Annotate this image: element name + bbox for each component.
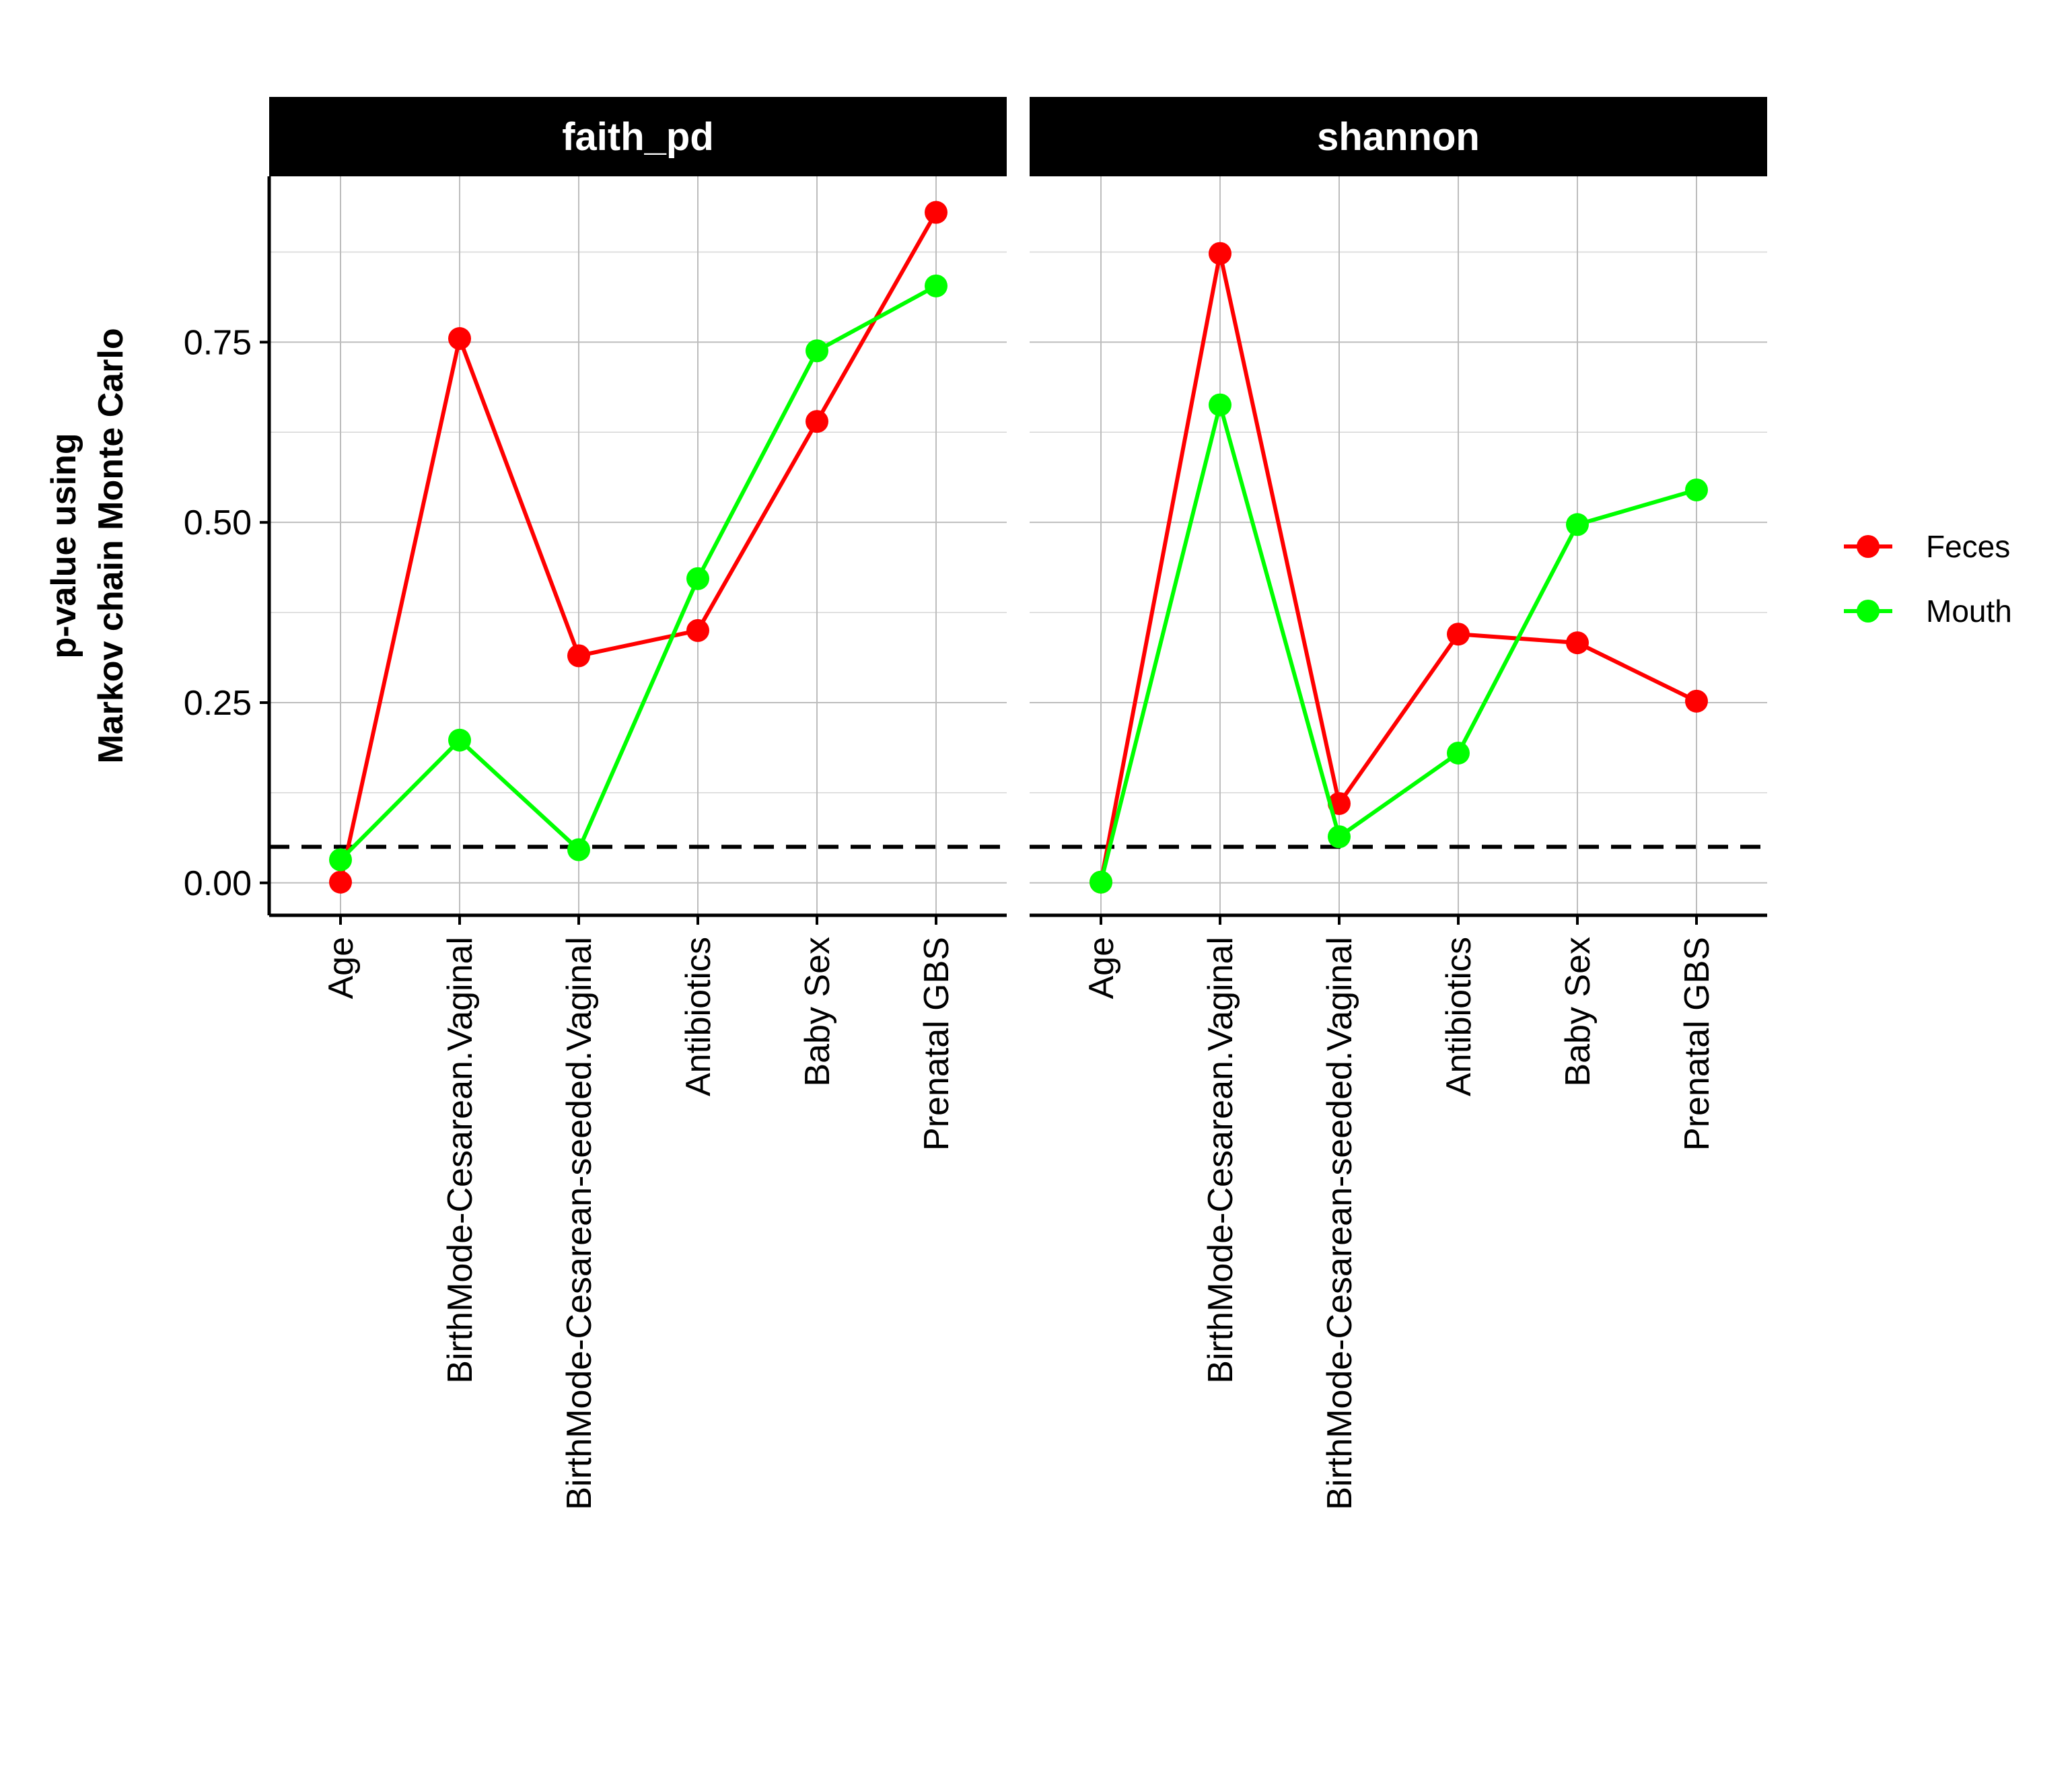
x-tick-label: Antibiotics [679, 937, 718, 1096]
panel-shannon: Age BirthMode-Cesarean.Vaginal BirthMode-C… [1030, 97, 1767, 1510]
panel-title: shannon [1317, 115, 1480, 159]
legend-key-point [1857, 600, 1880, 623]
data-point [686, 567, 709, 590]
data-point [329, 870, 352, 894]
x-tick-label: BirthMode-Cesarean.Vaginal [1201, 937, 1240, 1384]
data-point [925, 274, 948, 297]
data-point [686, 618, 709, 642]
data-point [567, 644, 590, 668]
x-tick-label: BirthMode-Cesarean-seeded.Vaginal [560, 937, 599, 1510]
legend-item-mouth: Mouth [1844, 594, 2012, 629]
data-point [1209, 242, 1231, 265]
gridlines [1030, 176, 1767, 915]
x-tick-label: BirthMode-Cesarean-seeded.Vaginal [1320, 937, 1359, 1510]
y-axis-title: p-value using Markov chain Monte Carlo [44, 328, 131, 763]
data-point [806, 410, 828, 433]
panel-strip [269, 97, 1007, 176]
legend-key-point [1857, 535, 1880, 558]
data-point [1685, 478, 1708, 501]
data-point [806, 339, 828, 363]
legend-label: Mouth [1926, 594, 2012, 629]
y-axis-title-line: Markov chain Monte Carlo [92, 328, 131, 763]
y-tick-label: 0.25 [184, 684, 252, 723]
x-tick-label: Age [1082, 937, 1121, 999]
data-point [1089, 870, 1112, 894]
gridlines [269, 176, 1007, 915]
x-tick-label: BirthMode-Cesarean.Vaginal [441, 937, 480, 1384]
series-line [338, 284, 937, 861]
series-line [1099, 396, 1697, 883]
series-feces [329, 201, 948, 894]
data-point [329, 848, 352, 872]
y-tick-label: 0.75 [184, 323, 252, 362]
panel-strip [1030, 97, 1767, 176]
data-point [448, 728, 471, 752]
x-tick-label: Baby Sex [798, 937, 837, 1087]
series-mouth [329, 274, 948, 872]
panel-faith_pd: 0.00 0.25 0.50 0.75 Age BirthMode-Cesarean.Va… [184, 97, 1007, 1510]
y-tick-label: 0.00 [184, 864, 252, 903]
data-point [1566, 513, 1589, 536]
series-mouth [1089, 393, 1708, 894]
data-point [1685, 689, 1708, 713]
data-point [925, 201, 948, 224]
data-point [1328, 825, 1351, 849]
plot-area [269, 176, 1007, 915]
data-point [1566, 631, 1589, 655]
y-tick-label: 0.50 [184, 503, 252, 542]
data-point [1209, 393, 1231, 417]
x-tick-label: Age [322, 937, 361, 999]
legend-label: Feces [1926, 529, 2010, 564]
x-tick-label: Antibiotics [1439, 937, 1478, 1096]
x-tick-label: Baby Sex [1559, 937, 1598, 1087]
legend: Feces Mouth [1844, 529, 2012, 629]
panels: 0.00 0.25 0.50 0.75 Age BirthMode-Cesarean.Va… [184, 97, 1767, 1510]
x-tick-label: Prenatal GBS [1678, 937, 1717, 1151]
y-axis-title-line: p-value using [44, 433, 83, 658]
data-point [448, 327, 471, 351]
series-line [1099, 252, 1698, 883]
x-tick-label: Prenatal GBS [917, 937, 956, 1151]
series-line [338, 211, 938, 883]
data-point [1447, 741, 1470, 765]
data-point [567, 838, 590, 861]
data-point [1447, 623, 1470, 646]
plot-area [1030, 176, 1767, 915]
panel-title: faith_pd [562, 115, 714, 159]
legend-item-feces: Feces [1844, 529, 2010, 564]
